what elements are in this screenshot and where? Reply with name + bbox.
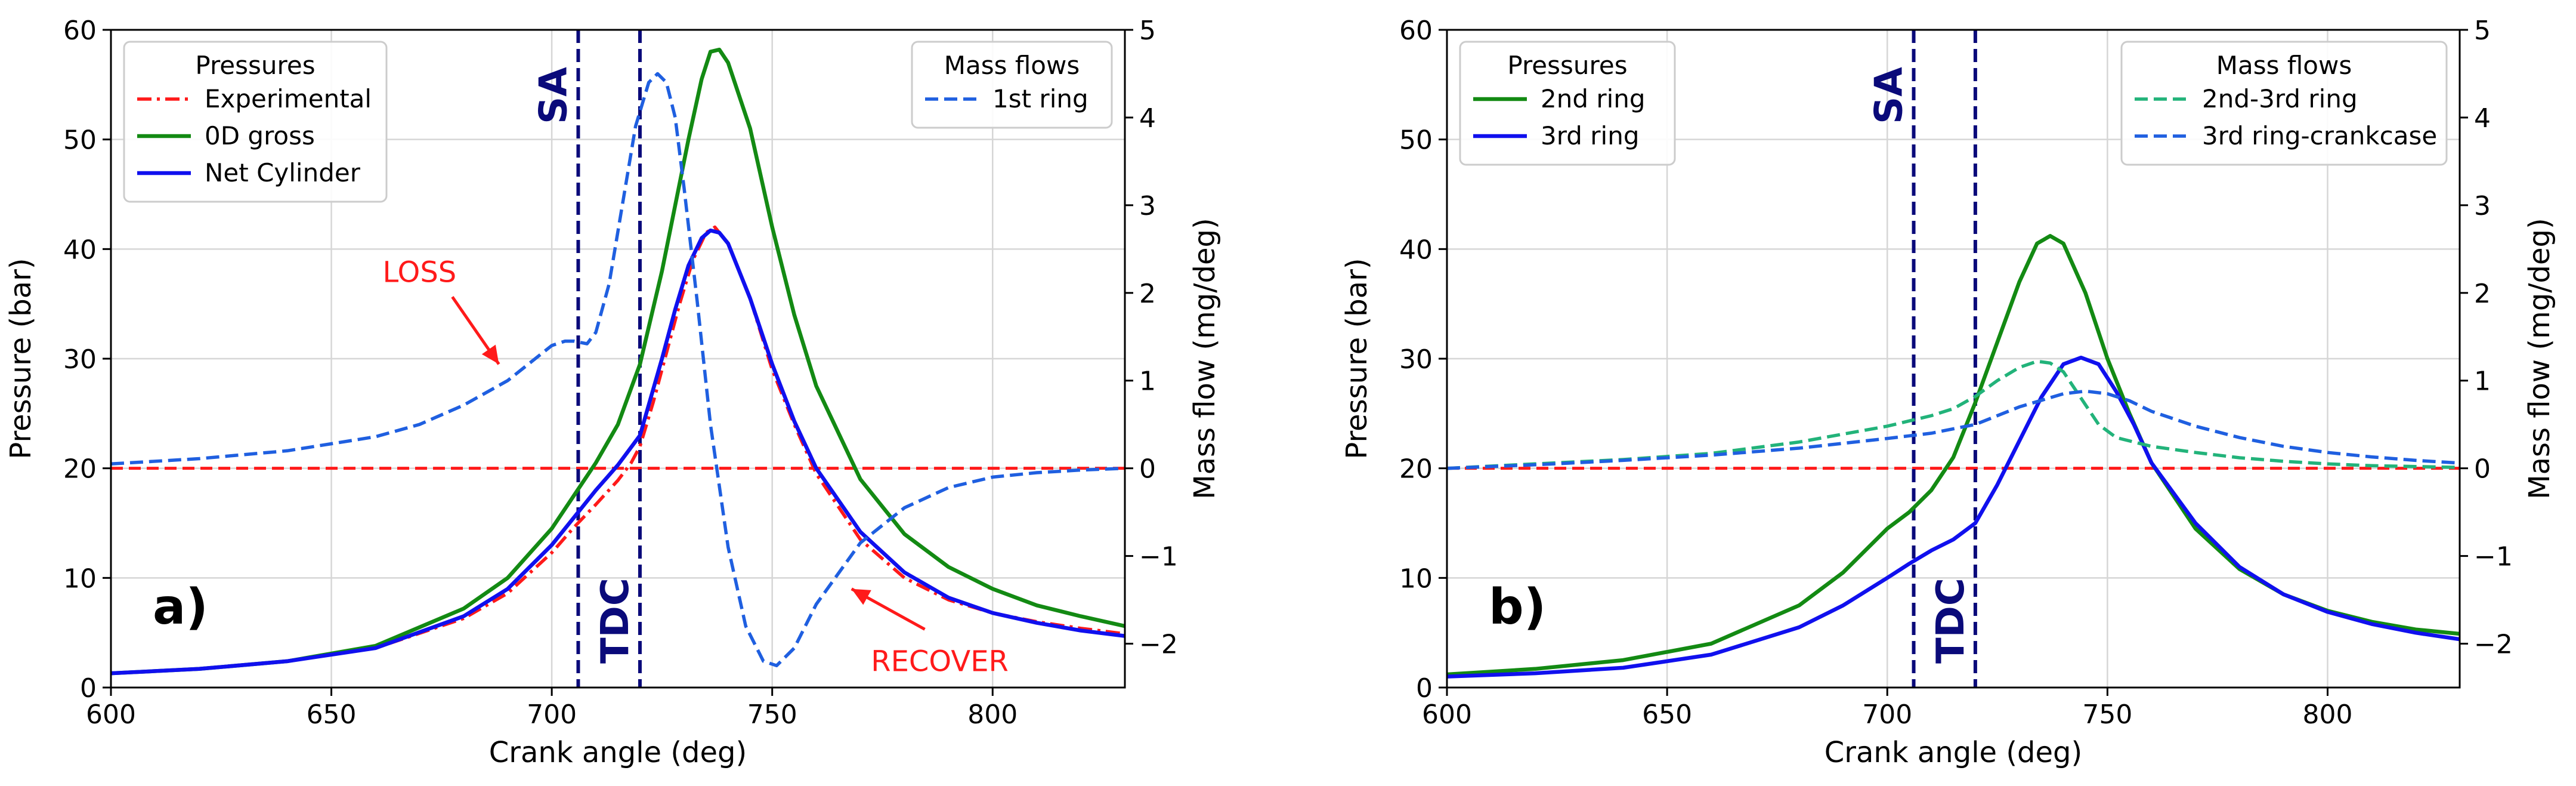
legend-left: Pressures Experimental 0D gross Net Cylinde… (123, 41, 388, 203)
legend-box (123, 41, 388, 203)
x-axis-label: Crank angle (deg) (1824, 736, 2083, 769)
series-line-net-cylinder (111, 228, 1125, 676)
annotation-recover: RECOVER (871, 645, 1009, 678)
x-tick-label: 600 (86, 699, 136, 730)
legend-box (911, 41, 1113, 129)
legend-entry-label: Net Cylinder (205, 158, 361, 187)
legend-right: Mass flows 1st ring (911, 41, 1113, 129)
y2-tick-label: 4 (2474, 103, 2491, 134)
x-tick-label: 750 (747, 699, 797, 730)
x-tick-label: 650 (307, 699, 357, 730)
legend-entry-label: 1st ring (992, 84, 1088, 113)
y2-tick-label: 2 (1139, 279, 1156, 309)
x-tick-label: 800 (967, 699, 1018, 730)
y2-tick-label: 3 (2474, 191, 2491, 221)
legend-box (2120, 41, 2448, 166)
legend-title: Pressures (1507, 51, 1627, 80)
x-tick-label: 750 (2082, 699, 2132, 730)
tdc-label: TDC (593, 578, 638, 664)
legend-entry-label: 0D gross (205, 121, 315, 150)
tdc-label: TDC (1929, 578, 1973, 664)
chart-panel-1: SA TDC 600 650 700 750 800 0 10 20 30 40 50 60 −2 −1 0 1 2… (1340, 16, 2556, 769)
legend-right: Mass flows 2nd-3rd ring 3rd ring-crankcase (2120, 41, 2448, 166)
chart-panel-0: SA TDC 600 650 700 750 800 0 10 20 30 40 50 60 −2 −1 0 1 2… (4, 16, 1221, 769)
annotation-arrowhead (481, 344, 499, 365)
y2-tick-label: 2 (2474, 279, 2491, 309)
x-tick-label: 600 (1422, 699, 1472, 730)
legend-title: Pressures (195, 51, 315, 80)
y-tick-label: 60 (63, 16, 97, 46)
y-tick-label: 30 (63, 344, 97, 375)
legend-box (1459, 41, 1676, 166)
y2-tick-label: −1 (2474, 542, 2513, 572)
y2-axis-label: Mass flow (mg/deg) (1188, 218, 1221, 500)
y-tick-label: 10 (63, 563, 97, 594)
y2-tick-label: 1 (2474, 366, 2491, 397)
annotation-arrowhead (851, 588, 871, 605)
y-tick-label: 20 (63, 454, 97, 485)
y-tick-label: 50 (1399, 125, 1433, 156)
y2-tick-label: −2 (2474, 630, 2513, 660)
y-tick-label: 0 (1416, 673, 1433, 704)
sa-label: SA (1867, 67, 1912, 124)
x-tick-label: 800 (2303, 699, 2353, 730)
y2-tick-label: −2 (1139, 630, 1178, 660)
y-axis-label: Pressure (bar) (4, 258, 38, 459)
y2-tick-label: 1 (1139, 366, 1156, 397)
legend-left: Pressures 2nd ring 3rd ring (1459, 41, 1676, 166)
series-line-3rd-ring (1447, 355, 2460, 679)
y2-tick-label: 0 (2474, 454, 2491, 485)
series-line-3rd-ring-crankcase (1447, 389, 2460, 470)
legend-entry-label: Experimental (205, 84, 372, 113)
panel-label: b) (1489, 579, 1546, 636)
y-tick-label: 50 (63, 125, 97, 156)
y-tick-label: 40 (63, 235, 97, 265)
y-tick-label: 40 (1399, 235, 1433, 265)
x-axis-label: Crank angle (deg) (489, 736, 747, 769)
y-tick-label: 10 (1399, 563, 1433, 594)
y-axis-label: Pressure (bar) (1340, 258, 1374, 459)
series-line-0d-gross (111, 47, 1125, 676)
y-tick-label: 30 (1399, 344, 1433, 375)
y2-tick-label: 3 (1139, 191, 1156, 221)
panel-label: a) (153, 579, 208, 636)
series-line-experimental (111, 225, 1125, 675)
y-tick-label: 0 (80, 673, 97, 704)
sa-label: SA (531, 67, 576, 124)
y2-axis-label: Mass flow (mg/deg) (2523, 218, 2556, 500)
annotation-loss: LOSS (383, 255, 457, 289)
series-line-1st-ring (111, 72, 1125, 668)
y-tick-label: 60 (1399, 16, 1433, 46)
legend-title: Mass flows (944, 51, 1080, 80)
y2-tick-label: −1 (1139, 542, 1178, 572)
x-tick-label: 650 (1642, 699, 1692, 730)
series-line-2nd-3rd-ring (1447, 359, 2460, 470)
y2-tick-label: 4 (1139, 103, 1156, 134)
x-tick-label: 700 (1862, 699, 1912, 730)
y2-tick-label: 5 (2474, 16, 2491, 46)
x-tick-label: 700 (527, 699, 577, 730)
legend-entry-label: 2nd-3rd ring (2202, 84, 2358, 113)
legend-entry-label: 3rd ring (1541, 121, 1639, 150)
y2-tick-label: 0 (1139, 454, 1156, 485)
legend-title: Mass flows (2216, 51, 2352, 80)
y-tick-label: 20 (1399, 454, 1433, 485)
legend-entry-label: 2nd ring (1541, 84, 1646, 113)
legend-entry-label: 3rd ring-crankcase (2202, 121, 2437, 150)
y2-tick-label: 5 (1139, 16, 1156, 46)
